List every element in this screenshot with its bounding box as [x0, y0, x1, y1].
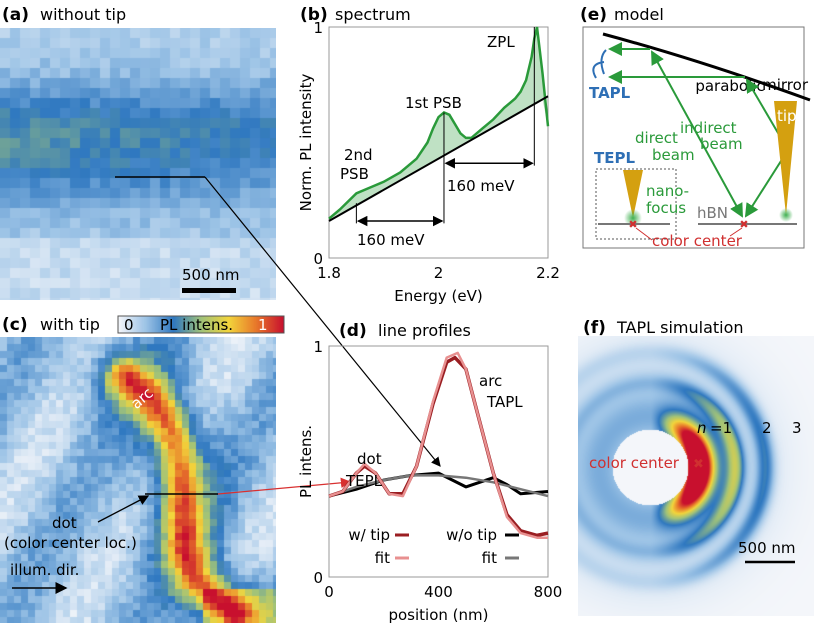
x-tick-label: 400: [424, 583, 453, 601]
tip-left: [623, 170, 643, 218]
spectrum-fill: [329, 27, 548, 222]
x-tick-label: 800: [534, 583, 563, 601]
y-axis-label: PL intens.: [297, 425, 315, 498]
dot-sublabel: (color center loc.): [4, 534, 137, 552]
panel-e-model: (e) model parabolic mirror TAPL indirect…: [580, 5, 811, 250]
indirect-label-1: indirect: [680, 119, 737, 137]
panel-a-title: without tip: [40, 5, 126, 24]
nanofocus-glow: [624, 209, 642, 227]
panel-b-label: (b): [300, 5, 328, 25]
spectrum-line: [328, 26, 550, 220]
y-tick-label: 0: [313, 569, 323, 587]
plot-frame: [328, 345, 549, 578]
model-frame: [582, 26, 805, 249]
order-n: n: [697, 419, 707, 437]
background-line: [328, 95, 549, 222]
legend-label: w/ tip: [348, 526, 390, 544]
colorbar-max: 1: [258, 316, 268, 334]
y-tick-label: 0: [313, 250, 323, 268]
panel-c-map: [0, 337, 276, 623]
x-axis-label: Energy (eV): [394, 287, 482, 305]
color-center-label: color center: [652, 232, 743, 250]
panel-c-label: (c): [2, 315, 28, 335]
legend-label: w/o tip: [446, 526, 497, 544]
x-axis-label: position (nm): [388, 606, 488, 624]
colorbar-label: PL intens.: [160, 316, 233, 334]
dot-pointer: [97, 495, 150, 523]
arc-label: arc: [127, 384, 156, 413]
y-tick-label: 1: [313, 338, 323, 356]
tapl-brace: [592, 49, 607, 79]
x-tick-label: 1.8: [317, 264, 341, 282]
series-line: [328, 351, 548, 539]
connector-arrow-a: [204, 176, 441, 467]
panel-c-title: with tip: [40, 315, 100, 334]
tepl-box: [595, 168, 677, 240]
panel-b-title: spectrum: [335, 5, 411, 24]
psb2-label-2: PSB: [340, 165, 369, 183]
panel-d-chart: (d) line profiles 0 400 800 0 1 position (nm) PL…: [297, 321, 562, 624]
panel-f-title: TAPL simulation: [616, 318, 744, 337]
indirect-label-2: beam: [700, 135, 743, 153]
tepl-label: TEPL: [594, 149, 635, 167]
scalebar-f-label: 500 nm: [738, 539, 796, 557]
shift-label-1: 160 meV: [357, 231, 425, 249]
scalebar-a: [182, 288, 236, 293]
colorbar: [118, 316, 284, 333]
color-center-leaders: [635, 227, 743, 241]
shift-label-2: 160 meV: [447, 177, 515, 195]
order-2: 2: [762, 419, 772, 437]
color-center-mark-right: ✖: [739, 218, 748, 231]
psb2-label-1: 2nd: [344, 146, 373, 164]
nanofocus-label-1: nano-: [646, 182, 689, 200]
panel-e-label: (e): [580, 5, 607, 25]
tip-glow: [779, 208, 793, 222]
legend-label: fit: [482, 549, 497, 567]
x-tick-label: 2: [434, 264, 444, 282]
panel-e-title: model: [614, 5, 664, 24]
tapl-label: TAPL: [589, 84, 631, 102]
direct-beam: [651, 50, 743, 218]
mirror-label-2: mirror: [762, 76, 809, 94]
illum-label: illum. dir.: [10, 561, 79, 579]
x-tick-label: 2.2: [536, 264, 560, 282]
hbn-label: hBN: [697, 204, 728, 222]
plot-frame: [328, 26, 549, 259]
dot-label: dot: [357, 450, 382, 468]
order-1: =1: [710, 419, 732, 437]
tip-label: tip: [777, 107, 797, 125]
f-color-center-mark: ✖: [693, 457, 704, 472]
panel-a-label: (a): [2, 5, 29, 25]
connector-arrow-c: [217, 477, 352, 495]
psb1-label: 1st PSB: [405, 94, 462, 112]
tip-right: [774, 101, 797, 215]
dot-label: dot: [52, 514, 77, 532]
arc-label: arc: [479, 372, 502, 390]
panel-b-chart: (b) spectrum 1.8 2 2.2 0 1 Energy (eV) Norm. PL …: [297, 5, 560, 305]
nanofocus-label-2: focus: [646, 199, 686, 217]
colorbar-min: 0: [124, 316, 134, 334]
colorbar-frame: [117, 315, 285, 334]
direct-label-1: direct: [635, 129, 678, 147]
series-line: [328, 474, 549, 498]
panel-a-map: [0, 28, 276, 300]
legend-label: fit: [375, 549, 390, 567]
direct-label-2: beam: [652, 146, 695, 164]
panel-d-label: (d): [339, 321, 367, 341]
tepl-label: TEPL: [345, 472, 383, 490]
f-color-center-label: color center: [589, 454, 680, 472]
panel-d-title: line profiles: [378, 321, 471, 340]
zpl-label: ZPL: [487, 33, 515, 51]
panel-f-map: [578, 336, 814, 616]
scalebar-a-label: 500 nm: [182, 266, 240, 284]
y-tick-label: 1: [313, 19, 323, 37]
x-tick-label: 0: [324, 583, 334, 601]
order-3: 3: [792, 419, 802, 437]
y-axis-label: Norm. PL intensity: [297, 74, 315, 212]
tapl-label: TAPL: [486, 393, 523, 411]
color-center-mark-left: ✖: [628, 218, 637, 231]
panel-f-label: (f): [583, 318, 606, 338]
